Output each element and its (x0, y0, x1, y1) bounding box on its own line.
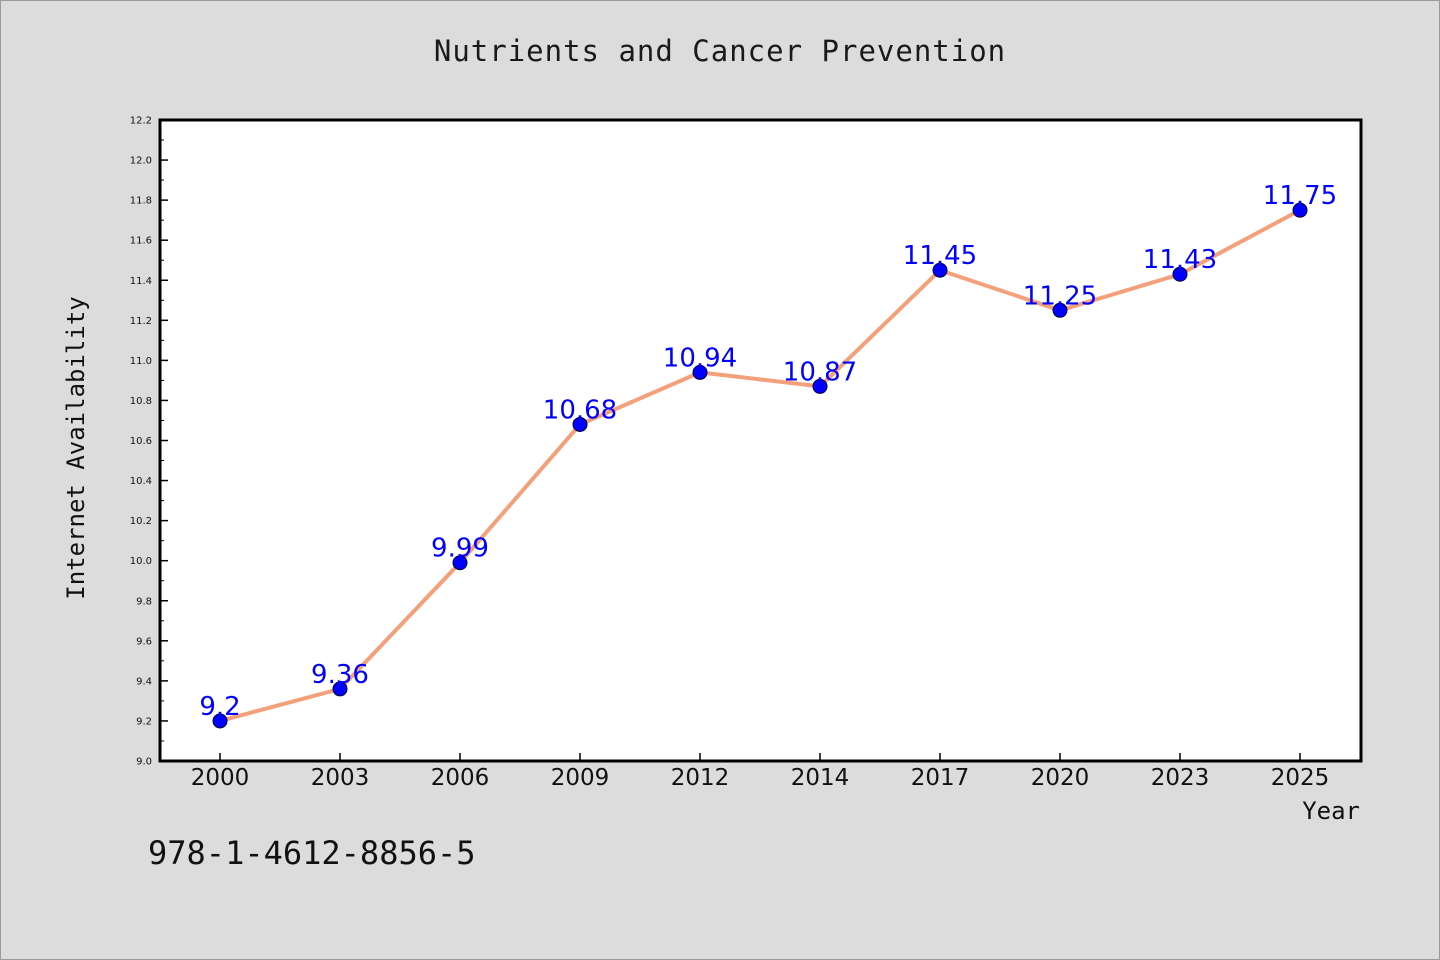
plot-area (158, 118, 1363, 763)
x-tick-label: 2017 (911, 765, 970, 791)
y-tick-label: 12.0 (130, 156, 152, 167)
y-tick-label: 9.2 (136, 716, 152, 727)
y-tick-label: 9.0 (136, 757, 152, 768)
y-tick-label: 10.6 (130, 436, 152, 447)
x-tick-label: 2006 (431, 765, 490, 791)
data-point (1052, 302, 1068, 318)
y-tick-label: 11.2 (130, 316, 152, 327)
y-tick-label: 10.8 (130, 396, 152, 407)
y-tick-label: 11.6 (130, 236, 152, 247)
data-point (812, 378, 828, 394)
data-point (692, 364, 708, 380)
data-label: 10.68 (543, 395, 617, 425)
y-tick-label: 11.8 (130, 196, 152, 207)
data-label: 11.25 (1023, 281, 1097, 311)
data-point (332, 681, 348, 697)
x-tick-label: 2012 (671, 765, 730, 791)
y-tick-label: 9.8 (136, 596, 152, 607)
y-axis-label: Internet Availability (62, 296, 90, 599)
data-point (212, 713, 228, 729)
series-line (218, 208, 1302, 723)
data-label: 9.36 (311, 660, 369, 690)
y-tick-label: 11.4 (130, 276, 152, 287)
data-label: 9.2 (199, 692, 240, 722)
y-tick-label: 10.0 (130, 556, 152, 567)
y-tick-label: 11.0 (130, 356, 152, 367)
data-label: 11.45 (903, 241, 977, 271)
series-layer: 9.2 9.36 9.99 10.68 10.94 10.87 11.45 11.25 11.4… (199, 181, 1337, 729)
x-axis-label: Year (1302, 797, 1360, 825)
x-tick-label: 2023 (1151, 765, 1210, 791)
y-tick-label: 12.2 (130, 116, 152, 127)
x-tick-label: 2000 (191, 765, 250, 791)
x-tick-label: 2020 (1031, 765, 1090, 791)
x-tick-label: 2009 (551, 765, 610, 791)
chart-title: Nutrients and Cancer Prevention (433, 34, 1007, 68)
data-label: 9.99 (431, 534, 489, 564)
x-axis: 2000 2003 2006 2009 2012 2014 2017 2020 2023 2025 (191, 753, 1330, 791)
data-point (1172, 266, 1188, 282)
y-tick-label: 10.2 (130, 516, 152, 527)
data-point (1292, 202, 1308, 218)
data-point (932, 262, 948, 278)
x-tick-label: 2014 (791, 765, 850, 791)
y-tick-label: 9.4 (136, 676, 152, 687)
y-axis: 9.0 9.2 9.4 9.6 9.8 10.0 10.2 10.4 10.6 10.8 11.0 1… (130, 116, 168, 768)
y-tick-label: 9.6 (136, 636, 152, 647)
y-tick-label: 10.4 (130, 476, 152, 487)
data-point (572, 416, 588, 432)
x-tick-label: 2003 (311, 765, 370, 791)
data-label: 11.43 (1143, 245, 1217, 275)
data-point (452, 555, 468, 571)
data-label: 10.94 (663, 343, 737, 373)
data-label: 10.87 (783, 357, 857, 387)
data-label: 11.75 (1263, 181, 1337, 211)
isbn-text: 978-1-4612-8856-5 (148, 834, 476, 872)
x-tick-label: 2025 (1271, 765, 1330, 791)
